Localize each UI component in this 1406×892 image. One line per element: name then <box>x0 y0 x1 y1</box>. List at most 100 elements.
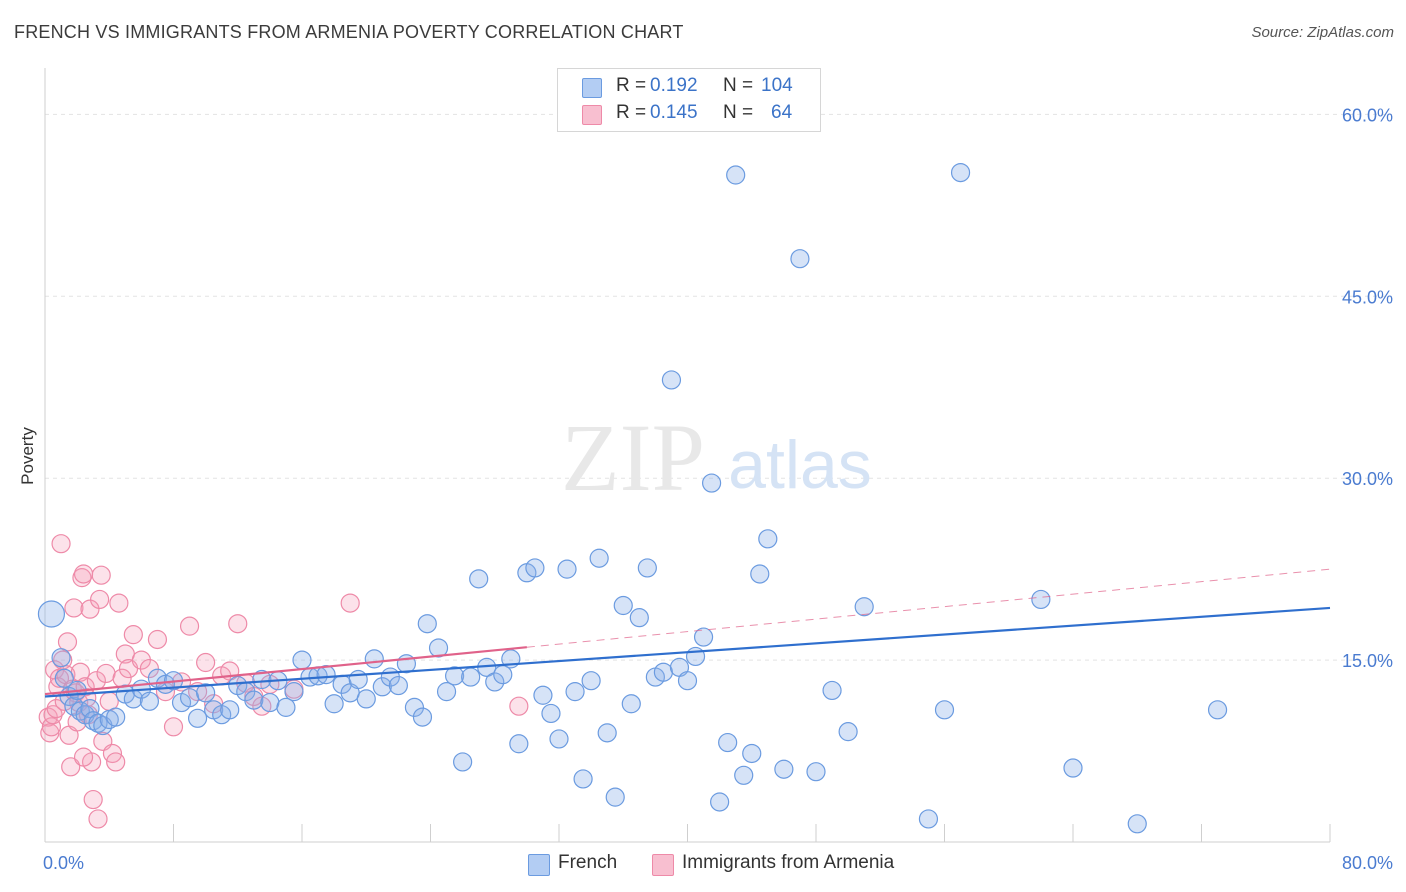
armenia-point <box>509 696 529 716</box>
armenia-point <box>109 593 129 613</box>
french-point <box>260 692 280 713</box>
french-point <box>718 732 738 753</box>
armenia-point <box>147 629 168 650</box>
french-point <box>525 558 545 578</box>
series-immigrants-from-armenia <box>38 534 529 829</box>
french-point <box>51 648 71 668</box>
armenia-point <box>61 757 81 777</box>
armenia-point <box>91 565 111 585</box>
bottom-legend-label-armenia: Immigrants from Armenia <box>682 852 895 873</box>
armenia-point <box>73 564 94 584</box>
armenia-point <box>64 598 84 618</box>
watermark-zip: ZIP <box>561 404 705 511</box>
french-point <box>758 529 778 549</box>
armenia-trend-line <box>44 646 527 696</box>
armenia-point <box>123 625 143 645</box>
french-point <box>388 675 408 696</box>
source-label: Source: ZipAtlas.com <box>1251 24 1394 41</box>
french-point <box>469 569 489 589</box>
chart-title: FRENCH VS IMMIGRANTS FROM ARMENIA POVERT… <box>14 22 684 42</box>
french-point <box>750 564 770 584</box>
french-point <box>444 666 465 686</box>
x-tick-label: 80.0% <box>1342 853 1393 873</box>
french-point <box>742 743 762 764</box>
french-point <box>428 638 449 658</box>
french-point <box>934 700 955 720</box>
french-point <box>629 608 649 628</box>
legend: R = 0.192 N = 104 R = 0.145 N = 64 <box>557 68 821 132</box>
french-point <box>774 759 794 779</box>
french-point <box>854 597 874 617</box>
french-point <box>453 752 473 772</box>
french-point <box>220 700 240 720</box>
armenia-point <box>96 663 116 684</box>
french-point <box>485 672 505 692</box>
series-french <box>37 162 1228 834</box>
legend-swatch-french <box>582 78 602 98</box>
legend-n-value: 104 <box>761 75 793 96</box>
legend-n-label: N = <box>723 102 754 123</box>
watermark: ZIP atlas <box>561 404 872 511</box>
armenia-point <box>228 614 248 634</box>
french-point <box>677 671 698 691</box>
bottom-legend-swatch-french <box>528 854 550 876</box>
french-point <box>179 688 200 708</box>
french-point <box>324 694 344 714</box>
armenia-point <box>163 717 184 737</box>
tick-labels: 15.0% 30.0% 45.0% 60.0% 0.0% 80.0% <box>43 105 1393 873</box>
armenia-point <box>179 616 200 636</box>
armenia-point <box>90 589 110 610</box>
french-point <box>589 548 609 568</box>
armenia-point <box>43 705 63 725</box>
french-trend-line <box>44 606 1331 698</box>
french-point <box>806 762 826 782</box>
armenia-point <box>73 747 94 767</box>
armenia-point <box>49 668 70 688</box>
armenia-point <box>106 752 126 772</box>
armenia-point <box>41 717 62 737</box>
french-point <box>244 690 264 710</box>
gridlines <box>45 113 1392 661</box>
watermark-atlas: atlas <box>728 427 872 503</box>
y-tick-label: 45.0% <box>1342 287 1393 307</box>
legend-r-label: R = <box>616 75 647 96</box>
french-point <box>412 707 433 727</box>
french-point <box>1031 589 1051 610</box>
axes <box>44 68 1331 843</box>
armenia-point <box>196 652 216 673</box>
bottom-legend-swatch-armenia <box>652 854 674 876</box>
french-point <box>557 559 577 579</box>
french-point <box>581 671 601 691</box>
y-tick-label: 60.0% <box>1342 105 1393 125</box>
french-point <box>436 682 457 702</box>
trend-lines <box>44 568 1331 698</box>
french-point <box>653 662 674 682</box>
french-point <box>838 722 858 742</box>
french-point <box>621 694 641 714</box>
french-point <box>726 165 746 185</box>
legend-n-value: 64 <box>771 102 793 123</box>
armenia-point <box>67 712 87 732</box>
french-point <box>356 689 376 709</box>
french-point <box>106 707 126 727</box>
armenia-trend-extension <box>526 568 1331 648</box>
french-point <box>1207 700 1228 720</box>
armenia-point <box>139 658 160 679</box>
bottom-legend-label-french: French <box>558 852 618 873</box>
french-point <box>710 792 730 812</box>
french-point <box>918 809 939 829</box>
legend-swatch-armenia <box>582 105 602 125</box>
y-tick-label: 30.0% <box>1342 469 1393 489</box>
french-point <box>549 729 569 749</box>
legend-r-label: R = <box>616 102 647 123</box>
french-point <box>252 669 272 690</box>
french-point <box>493 665 513 685</box>
french-point <box>1063 758 1083 778</box>
french-point <box>541 703 561 724</box>
french-point <box>573 769 593 789</box>
french-point <box>187 708 208 728</box>
french-point <box>734 765 754 785</box>
armenia-point <box>80 599 100 619</box>
french-point <box>613 595 633 616</box>
